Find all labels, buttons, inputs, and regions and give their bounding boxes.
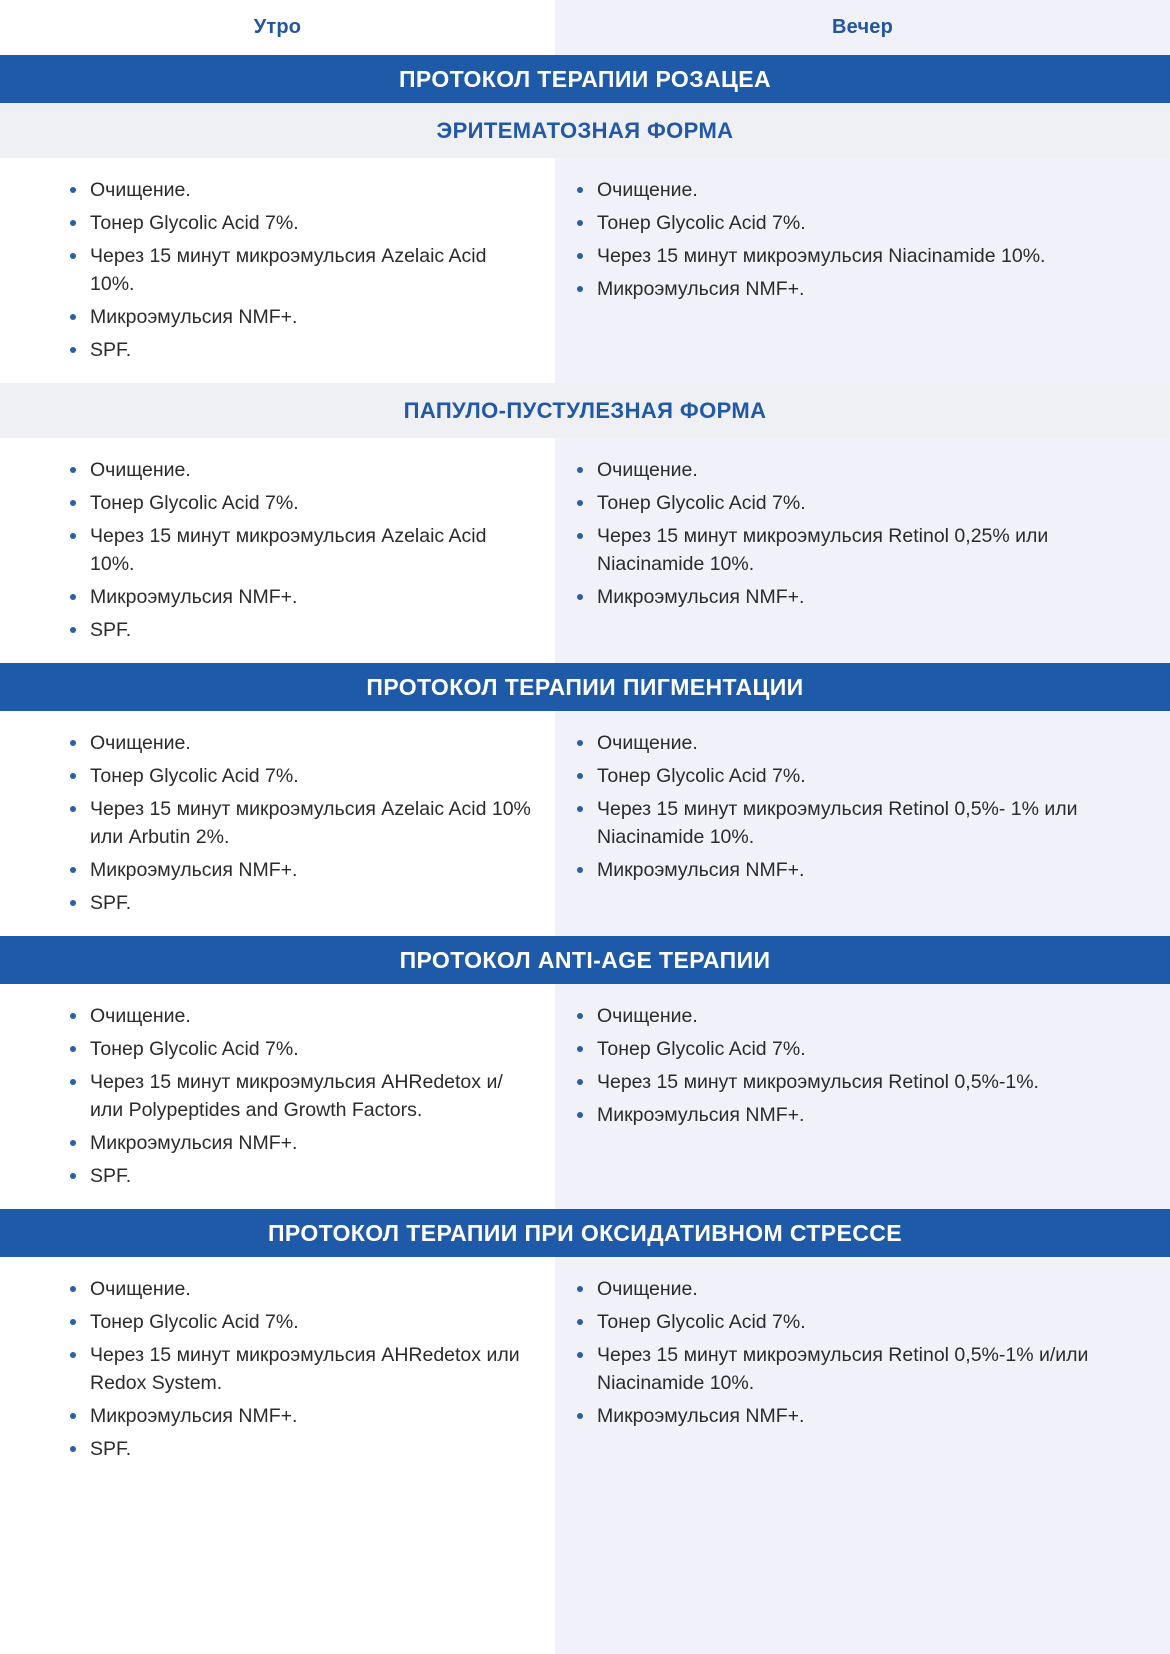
step-item: Очищение. bbox=[68, 729, 535, 757]
evening-cell-inner: Очищение. Тонер Glycolic Acid 7%. Через 15… bbox=[575, 1002, 1150, 1129]
step-item: Микроэмульсия NMF+. bbox=[575, 583, 1150, 611]
step-item: Очищение. bbox=[68, 1002, 535, 1030]
evening-cell-inner: Очищение. Тонер Glycolic Acid 7%. Через 15… bbox=[575, 456, 1150, 611]
evening-steps-list: Очищение. Тонер Glycolic Acid 7%. Через 15… bbox=[575, 1002, 1150, 1129]
step-item: Микроэмульсия NMF+. bbox=[68, 303, 535, 331]
subsection-title-banner: ПАПУЛО-ПУСТУЛЕЗНАЯ ФОРМА bbox=[0, 383, 1170, 438]
column-header-evening: Вечер bbox=[831, 16, 894, 38]
morning-steps-list: Очищение. Тонер Glycolic Acid 7%. Через 15… bbox=[68, 456, 535, 644]
step-item: Очищение. bbox=[575, 1002, 1150, 1030]
evening-steps-list: Очищение. Тонер Glycolic Acid 7%. Через 15… bbox=[575, 729, 1150, 884]
step-item: Микроэмульсия NMF+. bbox=[575, 1402, 1150, 1430]
step-item: Тонер Glycolic Acid 7%. bbox=[68, 489, 535, 517]
subsection-title-banner: ЭРИТЕМАТОЗНАЯ ФОРМА bbox=[0, 103, 1170, 158]
step-item: Очищение. bbox=[68, 1275, 535, 1303]
step-item: Через 15 минут микроэмульсия Azelaic Aci… bbox=[68, 242, 535, 298]
evening-cell: Очищение. Тонер Glycolic Acid 7%. Через 15… bbox=[555, 984, 1170, 1148]
protocol-row: Очищение. Тонер Glycolic Acid 7%. Через 15… bbox=[0, 158, 1170, 383]
step-item: Тонер Glycolic Acid 7%. bbox=[575, 1308, 1150, 1336]
evening-cell-inner: Очищение. Тонер Glycolic Acid 7%. Через 15… bbox=[575, 176, 1150, 303]
evening-cell: Очищение. Тонер Glycolic Acid 7%. Через 15… bbox=[555, 711, 1170, 903]
evening-cell: Очищение. Тонер Glycolic Acid 7%. Через 15… bbox=[555, 438, 1170, 630]
step-item: Тонер Glycolic Acid 7%. bbox=[68, 209, 535, 237]
protocol-title-banner: ПРОТОКОЛ ТЕРАПИИ РОЗАЦЕА bbox=[0, 55, 1170, 103]
morning-cell-inner: Очищение. Тонер Glycolic Acid 7%. Через 15… bbox=[68, 1275, 535, 1463]
step-item: Через 15 минут микроэмульсия Azelaic Aci… bbox=[68, 795, 535, 851]
evening-column-background bbox=[555, 0, 1170, 1654]
morning-steps-list: Очищение. Тонер Glycolic Acid 7%. Через 15… bbox=[68, 1002, 535, 1190]
morning-cell: Очищение. Тонер Glycolic Acid 7%. Через 15… bbox=[0, 984, 555, 1209]
morning-steps-list: Очищение. Тонер Glycolic Acid 7%. Через 15… bbox=[68, 176, 535, 364]
morning-cell: Очищение. Тонер Glycolic Acid 7%. Через 15… bbox=[0, 438, 555, 663]
step-item: Тонер Glycolic Acid 7%. bbox=[68, 1308, 535, 1336]
step-item: Микроэмульсия NMF+. bbox=[68, 856, 535, 884]
morning-cell-inner: Очищение. Тонер Glycolic Acid 7%. Через 15… bbox=[68, 456, 535, 644]
step-item: Через 15 минут микроэмульсия Retinol 0,5… bbox=[575, 1068, 1150, 1096]
step-item: Тонер Glycolic Acid 7%. bbox=[68, 1035, 535, 1063]
step-item: Через 15 минут микроэмульсия AHRedetox и… bbox=[68, 1341, 535, 1397]
step-item: Тонер Glycolic Acid 7%. bbox=[575, 762, 1150, 790]
protocol-row: Очищение. Тонер Glycolic Acid 7%. Через 15… bbox=[0, 438, 1170, 663]
step-item: Очищение. bbox=[575, 1275, 1150, 1303]
morning-cell-inner: Очищение. Тонер Glycolic Acid 7%. Через 15… bbox=[68, 729, 535, 917]
evening-cell-inner: Очищение. Тонер Glycolic Acid 7%. Через 15… bbox=[575, 729, 1150, 884]
step-item: Очищение. bbox=[68, 456, 535, 484]
sections-container: ПРОТОКОЛ ТЕРАПИИ РОЗАЦЕА ЭРИТЕМАТОЗНАЯ ФО… bbox=[0, 55, 1170, 1482]
morning-cell: Очищение. Тонер Glycolic Acid 7%. Через 15… bbox=[0, 711, 555, 936]
step-item: Очищение. bbox=[68, 176, 535, 204]
step-item: Тонер Glycolic Acid 7%. bbox=[575, 1035, 1150, 1063]
bottom-spacer bbox=[0, 1482, 1170, 1654]
step-item: SPF. bbox=[68, 616, 535, 644]
step-item: Микроэмульсия NMF+. bbox=[68, 1129, 535, 1157]
morning-cell: Очищение. Тонер Glycolic Acid 7%. Через 15… bbox=[0, 1257, 555, 1482]
morning-steps-list: Очищение. Тонер Glycolic Acid 7%. Через 15… bbox=[68, 729, 535, 917]
step-item: SPF. bbox=[68, 1435, 535, 1463]
step-item: Микроэмульсия NMF+. bbox=[575, 1101, 1150, 1129]
step-item: Тонер Glycolic Acid 7%. bbox=[575, 489, 1150, 517]
step-item: SPF. bbox=[68, 336, 535, 364]
evening-cell-inner: Очищение. Тонер Glycolic Acid 7%. Через 15… bbox=[575, 1275, 1150, 1430]
evening-steps-list: Очищение. Тонер Glycolic Acid 7%. Через 15… bbox=[575, 1275, 1150, 1430]
step-item: Через 15 минут микроэмульсия Retinol 0,5… bbox=[575, 795, 1150, 851]
evening-steps-list: Очищение. Тонер Glycolic Acid 7%. Через 15… bbox=[575, 456, 1150, 611]
step-item: Через 15 минут микроэмульсия Retinol 0,5… bbox=[575, 1341, 1150, 1397]
evening-cell: Очищение. Тонер Glycolic Acid 7%. Через 15… bbox=[555, 158, 1170, 322]
column-header-morning: Утро bbox=[253, 16, 302, 38]
morning-steps-list: Очищение. Тонер Glycolic Acid 7%. Через 15… bbox=[68, 1275, 535, 1463]
step-item: Через 15 минут микроэмульсия AHRedetox и… bbox=[68, 1068, 535, 1124]
step-item: Через 15 минут микроэмульсия Azelaic Aci… bbox=[68, 522, 535, 578]
protocol-row: Очищение. Тонер Glycolic Acid 7%. Через 15… bbox=[0, 984, 1170, 1209]
evening-steps-list: Очищение. Тонер Glycolic Acid 7%. Через 15… bbox=[575, 176, 1150, 303]
morning-cell-inner: Очищение. Тонер Glycolic Acid 7%. Через 15… bbox=[68, 176, 535, 364]
step-item: Микроэмульсия NMF+. bbox=[575, 856, 1150, 884]
step-item: Очищение. bbox=[575, 729, 1150, 757]
protocol-row: Очищение. Тонер Glycolic Acid 7%. Через 15… bbox=[0, 711, 1170, 936]
step-item: Тонер Glycolic Acid 7%. bbox=[68, 762, 535, 790]
step-item: Микроэмульсия NMF+. bbox=[575, 275, 1150, 303]
protocol-title-banner: ПРОТОКОЛ ТЕРАПИИ ПРИ ОКСИДАТИВНОМ СТРЕСС… bbox=[0, 1209, 1170, 1257]
evening-cell: Очищение. Тонер Glycolic Acid 7%. Через 15… bbox=[555, 1257, 1170, 1449]
step-item: Микроэмульсия NMF+. bbox=[68, 1402, 535, 1430]
step-item: Тонер Glycolic Acid 7%. bbox=[575, 209, 1150, 237]
protocol-title-banner: ПРОТОКОЛ ТЕРАПИИ ПИГМЕНТАЦИИ bbox=[0, 663, 1170, 711]
step-item: SPF. bbox=[68, 1162, 535, 1190]
morning-column-background bbox=[0, 0, 555, 1654]
morning-cell: Очищение. Тонер Glycolic Acid 7%. Через 15… bbox=[0, 158, 555, 383]
step-item: Очищение. bbox=[575, 456, 1150, 484]
protocol-title-banner: ПРОТОКОЛ ANTI-AGE ТЕРАПИИ bbox=[0, 936, 1170, 984]
step-item: Через 15 минут микроэмульсия Niacinamide… bbox=[575, 242, 1150, 270]
step-item: Через 15 минут микроэмульсия Retinol 0,2… bbox=[575, 522, 1150, 578]
protocol-row: Очищение. Тонер Glycolic Acid 7%. Через 15… bbox=[0, 1257, 1170, 1482]
column-header-row: Утро Вечер bbox=[0, 0, 1170, 55]
step-item: Очищение. bbox=[575, 176, 1150, 204]
morning-cell-inner: Очищение. Тонер Glycolic Acid 7%. Через 15… bbox=[68, 1002, 535, 1190]
step-item: Микроэмульсия NMF+. bbox=[68, 583, 535, 611]
step-item: SPF. bbox=[68, 889, 535, 917]
